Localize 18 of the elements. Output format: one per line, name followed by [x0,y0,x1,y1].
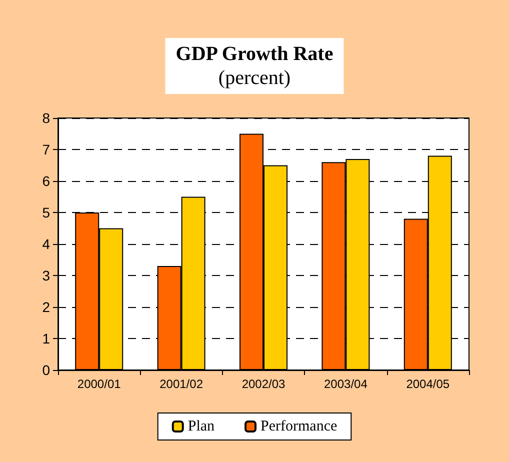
chart-title: GDP Growth Rate [176,43,334,65]
y-tick-label: 4 [42,236,50,252]
y-tick-label: 8 [42,110,50,126]
y-tick-label: 1 [42,330,50,346]
x-tick-label: 2003/04 [324,377,368,391]
legend-label: Performance [260,418,338,434]
y-tick-label: 7 [42,142,50,158]
x-tick-label: 2000/01 [77,377,122,391]
chart-subtitle: (percent) [218,67,291,89]
y-tick-label: 2 [42,299,50,315]
y-tick-label: 5 [42,204,50,220]
x-tick-label: 2004/05 [406,377,450,391]
y-tick-label: 6 [42,173,50,189]
y-tick-label: 3 [42,268,50,284]
x-tick-label: 2002/03 [242,377,286,391]
x-tick-label: 2001/02 [160,377,204,391]
legend-label: Plan [188,418,216,434]
y-tick-label: 0 [42,362,50,378]
